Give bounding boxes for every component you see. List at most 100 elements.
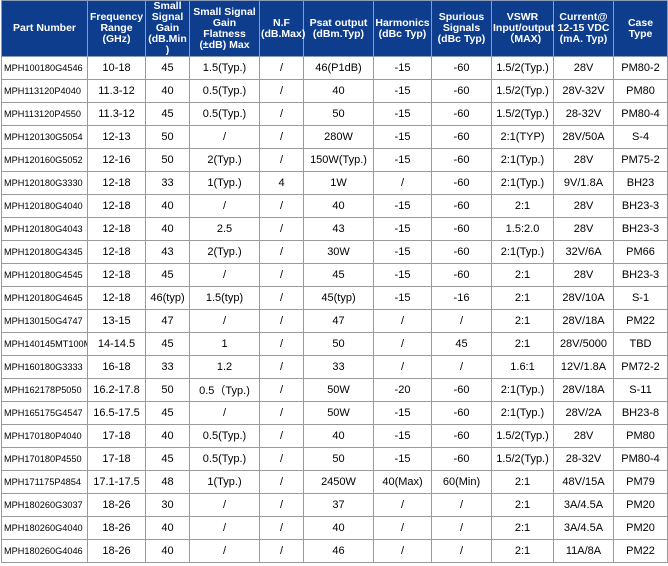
cell-part: MPH120160G5052 xyxy=(1,148,88,172)
cell-freq: 12-18 xyxy=(87,171,146,195)
column-header-nf: N.F (dB.Max) xyxy=(259,0,305,57)
column-header-part: Part Number xyxy=(1,0,88,57)
cell-case: PM80-2 xyxy=(613,56,668,80)
cell-psat: 150W(Typ.) xyxy=(303,148,374,172)
cell-curr: 28V xyxy=(553,148,614,172)
cell-vswr: 2:1 xyxy=(491,539,554,563)
cell-psat: 50 xyxy=(303,332,374,356)
table-row: MPH120160G5052 12-16 50 2(Typ.)/150W(Typ.) -… xyxy=(1,148,668,172)
column-header-line: Range xyxy=(100,22,133,34)
cell-flat: / xyxy=(189,401,260,425)
cell-spur: -60 xyxy=(431,240,492,264)
cell-gain: 40 xyxy=(145,79,190,103)
cell-nf: / xyxy=(259,516,304,540)
column-header-line: (mA. Typ) xyxy=(559,33,608,45)
table-row: MPH162178P5050 16.2-17.8 50 0.5（Typ.)/50W -2… xyxy=(1,378,668,402)
cell-part: MPH160180G3333 xyxy=(1,355,88,379)
cell-psat: 40 xyxy=(303,79,374,103)
cell-case: TBD xyxy=(613,332,668,356)
cell-freq: 17-18 xyxy=(87,424,146,448)
cell-part: MPH180260G3037 xyxy=(1,493,88,517)
cell-part: MPH120180G4345 xyxy=(1,240,88,264)
cell-freq: 16.2-17.8 xyxy=(87,378,146,402)
cell-psat: 50 xyxy=(303,102,374,126)
cell-nf: / xyxy=(259,240,304,264)
cell-psat: 46 xyxy=(303,539,374,563)
cell-psat: 40 xyxy=(303,194,374,218)
cell-harm: -20 xyxy=(373,378,432,402)
cell-vswr: 2:1 xyxy=(491,493,554,517)
table-row: MPH171175P4854 17.1-17.5 48 1(Typ.)/2450W 40… xyxy=(1,470,668,494)
cell-spur: / xyxy=(431,516,492,540)
cell-case: PM22 xyxy=(613,309,668,333)
cell-case: BH23-8 xyxy=(613,401,668,425)
cell-case: S-11 xyxy=(613,378,668,402)
cell-gain: 46(typ) xyxy=(145,286,190,310)
cell-part: MPH165175G4547 xyxy=(1,401,88,425)
column-header-line: Signals xyxy=(442,22,481,34)
cell-curr: 28V/2A xyxy=(553,401,614,425)
cell-gain: 45 xyxy=(145,332,190,356)
cell-flat: 2(Typ.) xyxy=(189,148,260,172)
cell-vswr: 2:1(TYP) xyxy=(491,125,554,149)
cell-curr: 28-32V xyxy=(553,102,614,126)
cell-case: PM80 xyxy=(613,79,668,103)
cell-case: PM20 xyxy=(613,493,668,517)
table-row: MPH120130G5054 12-13 50//280W -15 -60 2:1(TYP… xyxy=(1,125,668,149)
column-header-line: Flatness xyxy=(203,27,246,40)
cell-nf: / xyxy=(259,401,304,425)
column-header-vswr: VSWR Input/output （MAX) xyxy=(491,0,554,57)
cell-vswr: 2:1 xyxy=(491,332,554,356)
cell-flat: 1.2 xyxy=(189,355,260,379)
cell-psat: 50 xyxy=(303,447,374,471)
cell-vswr: 2:1 xyxy=(491,263,554,287)
cell-freq: 12-18 xyxy=(87,194,146,218)
table-row: MPH180260G4046 18-26 40//46//2:1 11A/8A PM22 xyxy=(1,539,668,563)
cell-curr: 48V/15A xyxy=(553,470,614,494)
column-header-flat: Small Signal Gain Flatness (±dB) Max xyxy=(189,0,260,57)
table-row: MPH113120P4550 11.3-12 45 0.5(Typ.)/50 -15 -6… xyxy=(1,102,668,126)
cell-harm: / xyxy=(373,309,432,333)
cell-part: MPH120180G3330 xyxy=(1,171,88,195)
table-row: MPH180260G4040 18-26 40//40//2:1 3A/4.5A PM2… xyxy=(1,516,668,540)
cell-curr: 3A/4.5A xyxy=(553,493,614,517)
table-row: MPH160180G3333 16-18 33 1.2/33//1.6:1 12V/1.… xyxy=(1,355,668,379)
column-header-line: (dBc Typ) xyxy=(437,33,486,45)
cell-spur: -60 xyxy=(431,447,492,471)
table-header-row: Part Number Frequency Range (GHz) Small Signa… xyxy=(1,0,668,57)
cell-flat: 0.5(Typ.) xyxy=(189,447,260,471)
cell-harm: -15 xyxy=(373,102,432,126)
column-header-line: Gain xyxy=(155,22,180,34)
cell-flat: 1.5(typ) xyxy=(189,286,260,310)
cell-case: BH23 xyxy=(613,171,668,195)
cell-part: MPH120180G4040 xyxy=(1,194,88,218)
table-row: MPH120180G4040 12-18 40//40 -15 -60 2:1 28V BH2… xyxy=(1,194,668,218)
cell-harm: -15 xyxy=(373,56,432,80)
cell-gain: 45 xyxy=(145,102,190,126)
cell-curr: 3A/4.5A xyxy=(553,516,614,540)
cell-harm: -15 xyxy=(373,194,432,218)
cell-freq: 13-15 xyxy=(87,309,146,333)
cell-gain: 50 xyxy=(145,148,190,172)
cell-psat: 37 xyxy=(303,493,374,517)
cell-curr: 28V/18A xyxy=(553,378,614,402)
cell-freq: 18-26 xyxy=(87,516,146,540)
cell-gain: 50 xyxy=(145,125,190,149)
cell-harm: -15 xyxy=(373,447,432,471)
cell-spur: -60 xyxy=(431,378,492,402)
cell-freq: 16-18 xyxy=(87,355,146,379)
cell-spur: -60 xyxy=(431,56,492,80)
cell-vswr: 2:1(Typ.) xyxy=(491,171,554,195)
cell-curr: 28V xyxy=(553,56,614,80)
cell-curr: 28V-32V xyxy=(553,79,614,103)
cell-flat: / xyxy=(189,263,260,287)
cell-case: BH23-3 xyxy=(613,194,668,218)
cell-flat: 1(Typ.) xyxy=(189,171,260,195)
column-header-line: Frequency xyxy=(89,11,144,23)
cell-flat: 2(Typ.) xyxy=(189,240,260,264)
cell-flat: 0.5(Typ.) xyxy=(189,79,260,103)
cell-nf: / xyxy=(259,263,304,287)
cell-nf: / xyxy=(259,286,304,310)
cell-spur: 60(Min) xyxy=(431,470,492,494)
cell-flat: / xyxy=(189,125,260,149)
